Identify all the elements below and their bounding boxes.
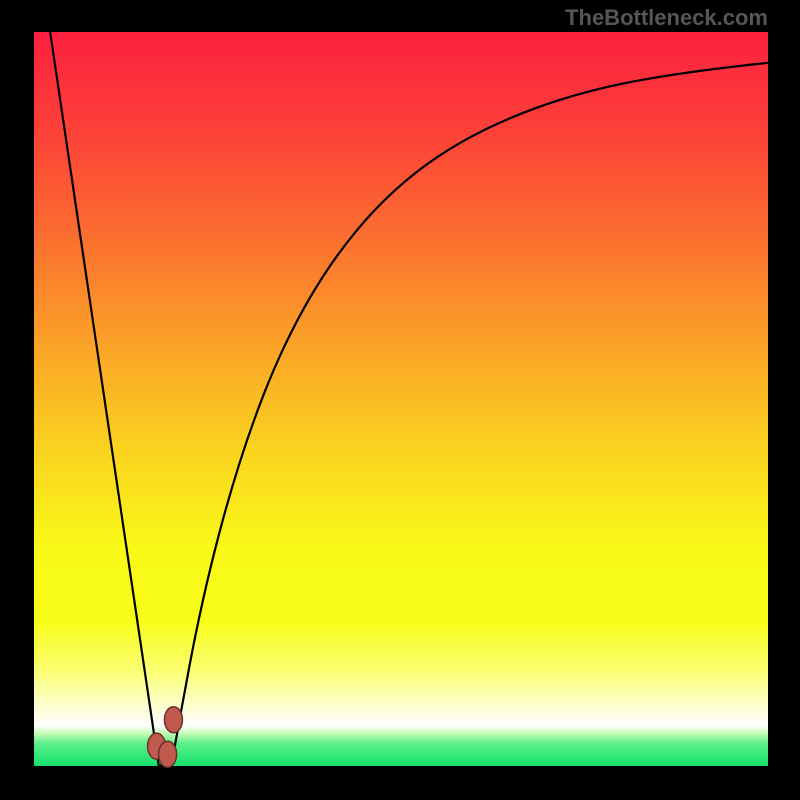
data-marker — [164, 707, 182, 733]
watermark-text: TheBottleneck.com — [565, 5, 768, 31]
gradient-background — [34, 32, 768, 766]
chart-container: TheBottleneck.com — [0, 0, 800, 800]
chart-svg — [0, 0, 800, 800]
data-marker — [159, 741, 177, 767]
